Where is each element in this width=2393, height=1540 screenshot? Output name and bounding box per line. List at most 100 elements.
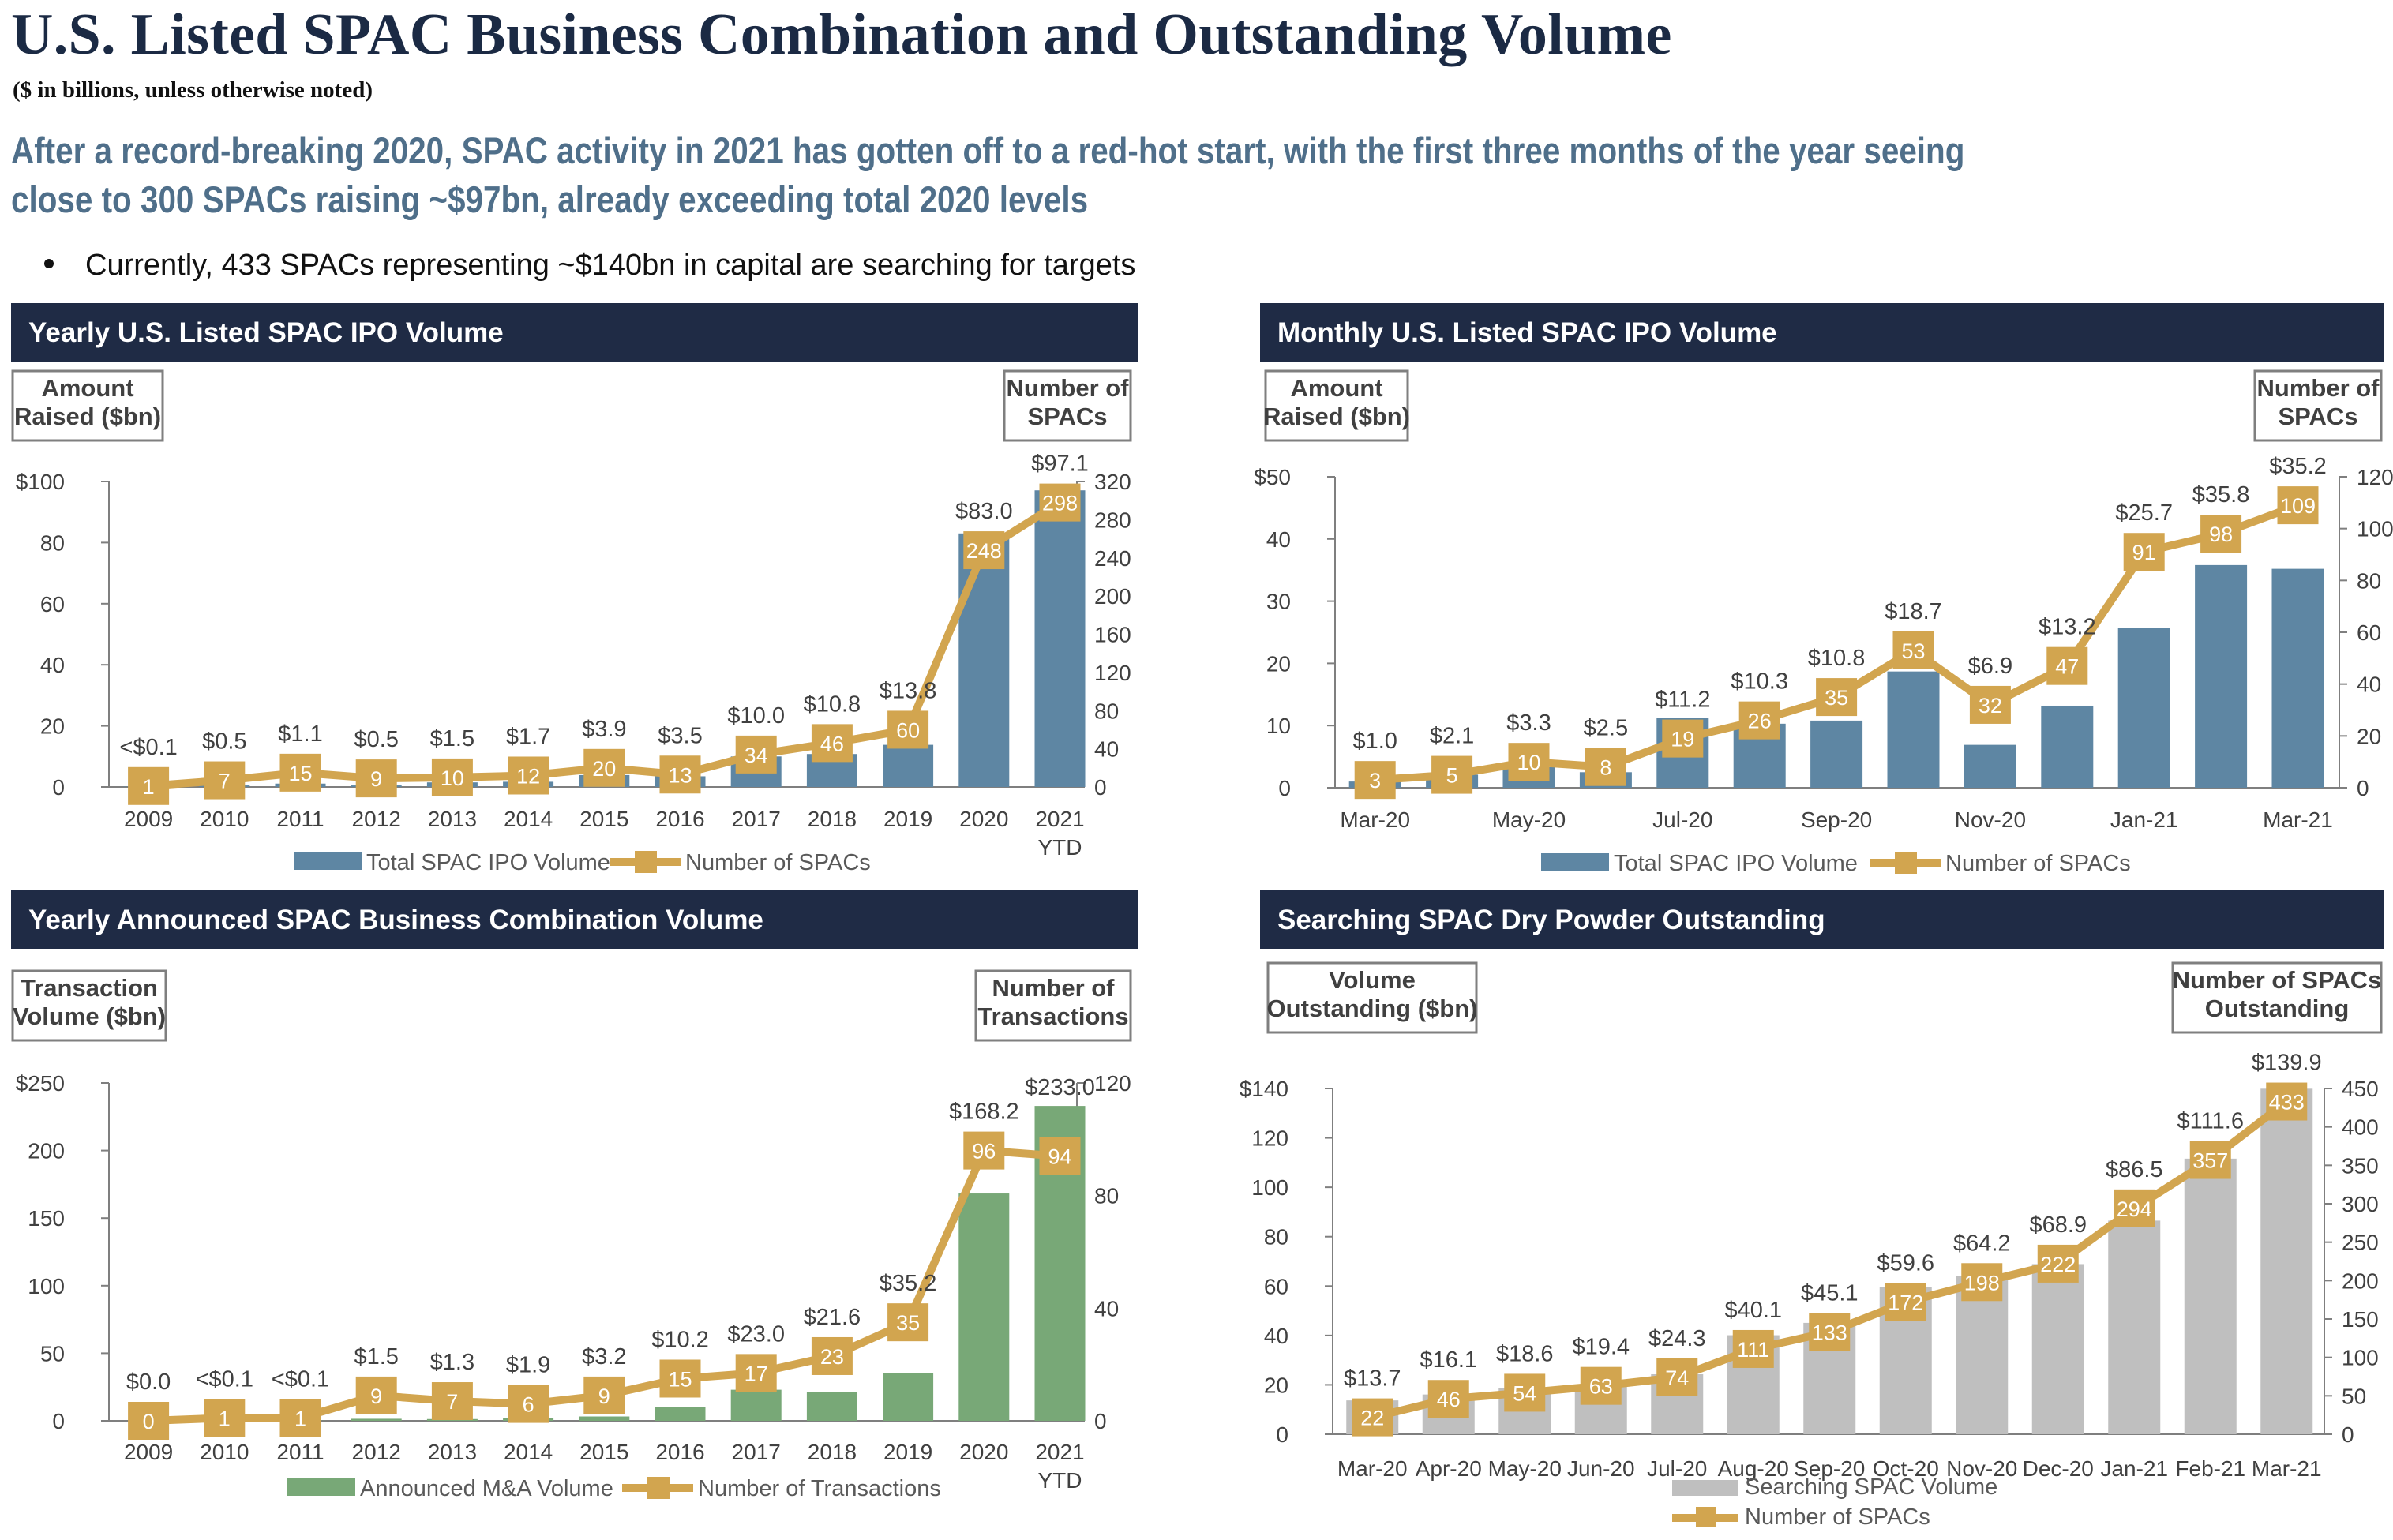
bar-value-label: $45.1 bbox=[1801, 1281, 1859, 1306]
category-label: 2018 bbox=[808, 1440, 857, 1464]
bar bbox=[958, 1193, 1010, 1421]
line-value-label: 111 bbox=[1737, 1338, 1769, 1362]
category-label: YTD bbox=[1038, 835, 1082, 860]
line-marker bbox=[811, 724, 853, 763]
line-marker bbox=[1809, 1313, 1851, 1351]
left-tick-label: $100 bbox=[16, 470, 65, 494]
left-tick-label: 40 bbox=[1266, 527, 1291, 552]
line-value-label: 15 bbox=[288, 762, 312, 785]
category-label: 2018 bbox=[808, 807, 857, 831]
line-marker bbox=[659, 755, 701, 794]
bar bbox=[2271, 568, 2324, 788]
line-value-label: 47 bbox=[2055, 655, 2079, 679]
line-value-label: 298 bbox=[1042, 492, 1078, 515]
bar-value-label: $0.0 bbox=[126, 1370, 171, 1395]
axis-title-line: Raised ($bn) bbox=[1263, 403, 1410, 430]
line-value-label: 172 bbox=[1888, 1291, 1923, 1315]
bar bbox=[1956, 1276, 2009, 1434]
axis-title-line: Raised ($bn) bbox=[14, 403, 161, 430]
bar-value-label: $23.0 bbox=[727, 1321, 785, 1347]
category-label: 2019 bbox=[883, 807, 932, 831]
bar bbox=[2195, 564, 2248, 788]
line-value-label: 1 bbox=[294, 1407, 306, 1430]
panel-header-bg bbox=[11, 303, 1138, 362]
left-tick-label: 50 bbox=[40, 1341, 65, 1366]
axis-title-line: Volume bbox=[1329, 966, 1416, 994]
right-tick-label: 280 bbox=[1094, 508, 1131, 532]
bar-value-label: $233.0 bbox=[1025, 1075, 1095, 1100]
line-value-label: 23 bbox=[820, 1345, 844, 1369]
axis-title-line: Outstanding ($bn) bbox=[1267, 995, 1478, 1022]
axis-title-line: Transactions bbox=[977, 1002, 1128, 1030]
bar-value-label: <$0.1 bbox=[196, 1366, 253, 1392]
right-tick-label: 100 bbox=[2357, 517, 2393, 541]
headline: After a record-breaking 2020, SPAC activ… bbox=[11, 129, 1965, 220]
category-label: Oct-20 bbox=[1873, 1456, 1939, 1481]
line-marker bbox=[1656, 1358, 1698, 1396]
bar-value-label: $1.5 bbox=[354, 1344, 398, 1370]
bar-value-label: $3.3 bbox=[1506, 710, 1551, 736]
line-marker bbox=[279, 753, 321, 792]
category-label: 2016 bbox=[655, 1440, 704, 1464]
right-tick-label: 50 bbox=[2342, 1384, 2366, 1408]
category-label: 2011 bbox=[276, 1440, 324, 1464]
bar-value-label: $40.1 bbox=[1724, 1298, 1782, 1323]
category-label: 2016 bbox=[655, 807, 704, 831]
left-tick-label: 100 bbox=[28, 1274, 65, 1298]
category-label: 2013 bbox=[428, 1440, 477, 1464]
bar-value-label: $2.1 bbox=[1430, 724, 1474, 749]
line-value-label: 34 bbox=[745, 744, 768, 767]
line-value-label: 7 bbox=[219, 770, 231, 793]
line-marker bbox=[1427, 1380, 1469, 1418]
right-tick-label: 250 bbox=[2342, 1231, 2379, 1255]
line-marker bbox=[1504, 1373, 1546, 1412]
left-tick-label: 0 bbox=[52, 1409, 65, 1433]
line-marker bbox=[2114, 1189, 2155, 1227]
right-axis-title-box bbox=[2171, 961, 2383, 1034]
axis-title-line: Number of bbox=[2257, 374, 2380, 402]
right-tick-label: 40 bbox=[1094, 1296, 1119, 1321]
bullet-point: Currently, 433 SPACs representing ~$140b… bbox=[44, 249, 1135, 283]
left-tick-label: 100 bbox=[1251, 1175, 1288, 1200]
line-marker bbox=[1431, 755, 1473, 794]
bar-value-label: $24.3 bbox=[1648, 1326, 1706, 1351]
line-marker bbox=[963, 1131, 1005, 1170]
bar-value-label: $3.9 bbox=[582, 717, 626, 742]
line-marker bbox=[204, 1399, 246, 1437]
left-tick-label: 80 bbox=[40, 530, 65, 555]
line-marker bbox=[2266, 1082, 2308, 1121]
bar-value-label: $18.6 bbox=[1496, 1341, 1554, 1366]
bar-value-label: $86.5 bbox=[2106, 1157, 2163, 1182]
line-value-label: 54 bbox=[1513, 1381, 1536, 1405]
line-value-label: 10 bbox=[1517, 751, 1540, 774]
right-tick-label: 0 bbox=[2342, 1422, 2354, 1447]
legend-bar-swatch bbox=[1541, 853, 1609, 871]
right-tick-label: 120 bbox=[2357, 465, 2393, 489]
bar bbox=[1810, 720, 1863, 788]
bar-value-label: $2.5 bbox=[1584, 716, 1628, 741]
axis-title-line: SPACs bbox=[1027, 403, 1107, 430]
bar-value-label: $13.2 bbox=[2039, 615, 2096, 640]
line-value-label: 32 bbox=[1979, 694, 2002, 718]
line-marker bbox=[355, 1376, 397, 1414]
bar-value-label: $10.8 bbox=[1808, 646, 1866, 671]
left-tick-label: 40 bbox=[40, 653, 65, 677]
bar-value-label: $21.6 bbox=[804, 1305, 861, 1330]
category-label: 2019 bbox=[883, 1440, 932, 1464]
category-label: Dec-20 bbox=[2023, 1456, 2094, 1481]
right-tick-label: 20 bbox=[2357, 724, 2381, 748]
bar bbox=[655, 1407, 706, 1421]
bar bbox=[1964, 744, 2016, 788]
page-title: U.S. Listed SPAC Business Combination an… bbox=[11, 2, 1672, 67]
left-tick-label: 30 bbox=[1266, 590, 1291, 614]
bar-value-label: $97.1 bbox=[1031, 452, 1089, 477]
bar-value-label: $35.2 bbox=[880, 1271, 937, 1296]
bar-value-label: $35.2 bbox=[2269, 454, 2327, 479]
bar bbox=[883, 1373, 934, 1421]
bar-value-label: $1.7 bbox=[506, 724, 550, 749]
line-marker bbox=[1580, 1366, 1622, 1405]
category-label: Jun-20 bbox=[1567, 1456, 1635, 1481]
bar-value-label: $18.7 bbox=[1885, 599, 1942, 624]
right-tick-label: 160 bbox=[1094, 623, 1131, 647]
right-tick-label: 40 bbox=[1094, 737, 1119, 762]
